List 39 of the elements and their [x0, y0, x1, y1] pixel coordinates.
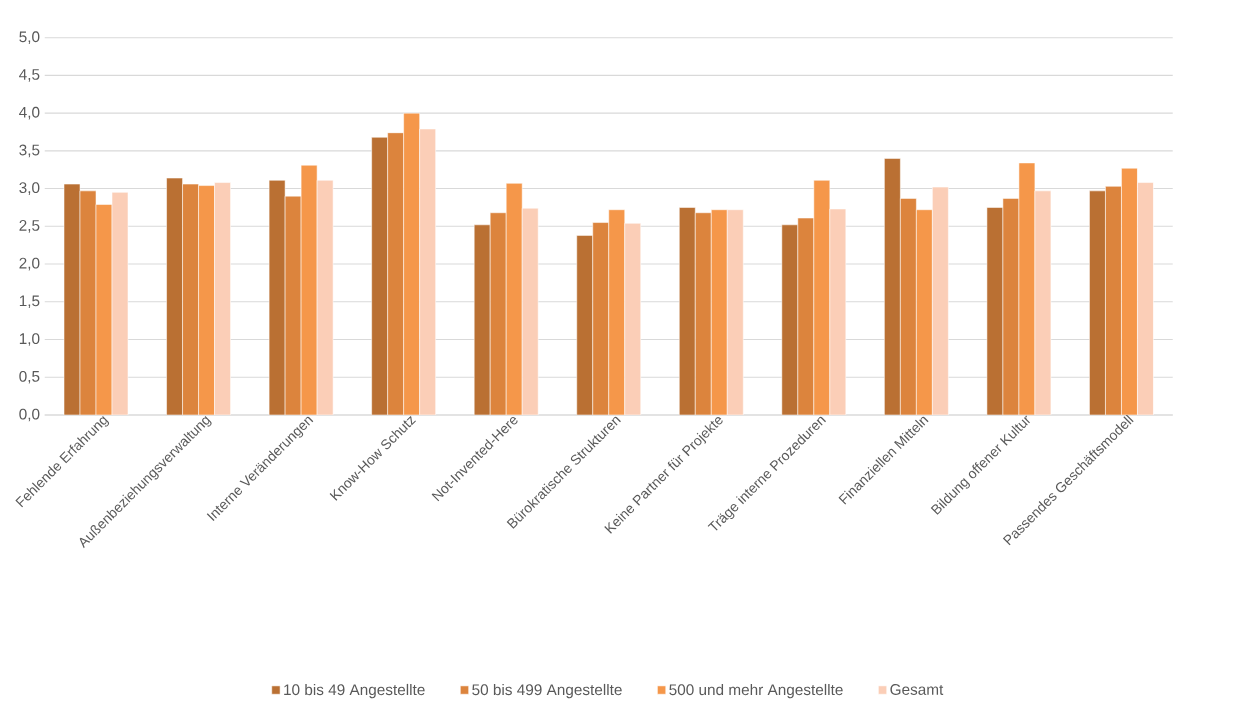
bar [1105, 186, 1122, 415]
bar [419, 128, 436, 415]
bar [387, 132, 404, 415]
bar [521, 207, 539, 415]
bar [1137, 182, 1154, 415]
bar [829, 208, 847, 415]
bar [592, 222, 609, 415]
bar [214, 182, 231, 415]
y-tick-label: 1,5 [19, 295, 40, 309]
y-tick-label: 4,0 [19, 106, 40, 120]
bar [198, 185, 215, 415]
y-tick-label: 4,5 [19, 69, 40, 82]
y-tick-label: 0,5 [19, 370, 40, 384]
bar [797, 217, 815, 415]
y-tick-label: 5,0 [19, 31, 40, 44]
bar [900, 198, 917, 415]
y-tick-label: 2,5 [19, 219, 40, 233]
bar [182, 183, 199, 415]
bar [916, 209, 933, 415]
y-tick-label: 3,0 [19, 182, 40, 195]
bar [727, 209, 744, 415]
bar [505, 183, 523, 415]
bar [1121, 167, 1138, 415]
y-tick-label: 3,5 [19, 144, 40, 158]
bar [489, 212, 507, 415]
legend-label: 500 und mehr Angestellte [669, 683, 843, 699]
bar [711, 209, 728, 415]
legend-label: 10 bis 49 Angestellte [284, 683, 425, 699]
bar [695, 212, 712, 415]
bar [403, 112, 420, 415]
bar [932, 186, 949, 415]
legend-label: 50 bis 499 Angestellte [472, 683, 622, 699]
bar [608, 209, 626, 415]
legend-label: Gesamt [890, 684, 944, 695]
bar [813, 180, 831, 415]
y-tick-label: 0,0 [19, 408, 40, 422]
bar [624, 223, 641, 415]
y-tick-label: 2,0 [19, 257, 40, 271]
y-tick-label: 1,0 [19, 333, 40, 346]
